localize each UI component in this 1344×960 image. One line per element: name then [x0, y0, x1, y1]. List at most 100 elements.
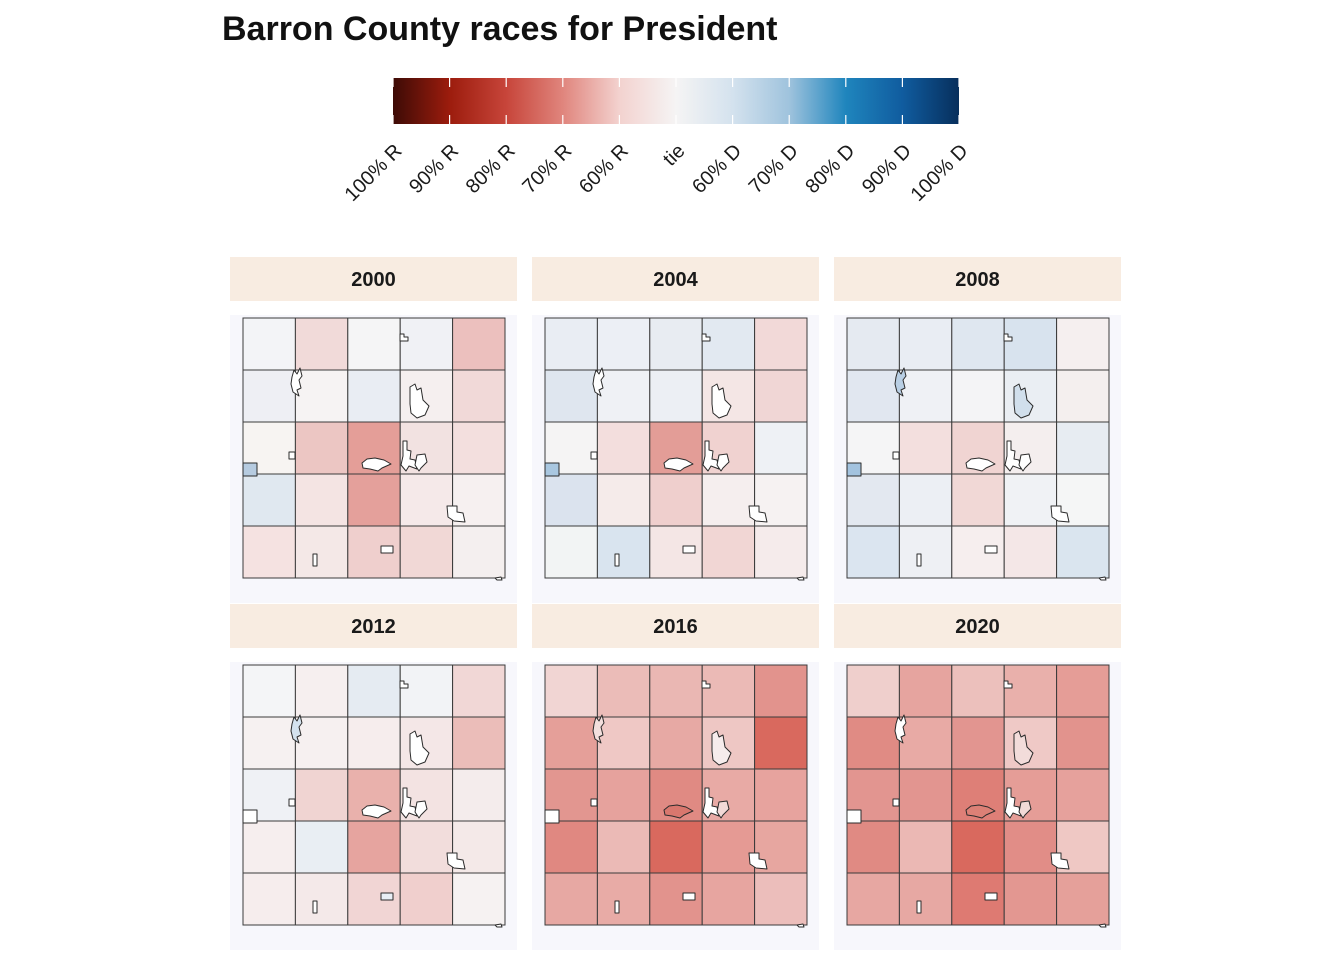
- municipality-tile: [951, 317, 1005, 371]
- town-boundary: [682, 545, 696, 554]
- municipality-tile: [294, 820, 349, 874]
- municipality-tile: [242, 525, 296, 579]
- municipality-tile: [242, 317, 296, 371]
- town-boundary: [414, 800, 428, 819]
- municipality-tile: [452, 525, 506, 579]
- municipality-tile: [544, 369, 598, 423]
- town-boundary: [711, 730, 732, 766]
- municipality-tile: [701, 820, 756, 874]
- map-panel-2016: 2016: [532, 604, 819, 950]
- municipality-tile: [452, 716, 506, 770]
- municipality-tile: [1003, 872, 1058, 926]
- municipality-tile: [242, 820, 296, 874]
- municipality-tile: [649, 317, 703, 371]
- town-boundary: [748, 852, 768, 870]
- municipality-tile: [294, 664, 349, 718]
- municipality-tile: [544, 820, 598, 874]
- municipality-tile: [898, 768, 953, 822]
- municipality-tile: [951, 369, 1005, 423]
- town-boundary: [414, 453, 428, 472]
- municipality-tile: [596, 716, 651, 770]
- municipality-tile: [898, 473, 953, 527]
- municipality-tile: [846, 525, 900, 579]
- municipality-tile: [294, 768, 349, 822]
- municipality-tile: [754, 421, 808, 475]
- municipality-tile: [399, 369, 454, 423]
- municipality-tile: [701, 716, 756, 770]
- town-boundary: [1098, 576, 1107, 581]
- legend-label: 70% D: [745, 140, 803, 198]
- municipality-tile: [1003, 820, 1058, 874]
- legend-label: 100% R: [341, 140, 407, 206]
- town-boundary: [716, 800, 730, 819]
- town-boundary: [1018, 800, 1032, 819]
- municipality-tile: [898, 872, 953, 926]
- town-boundary: [312, 900, 318, 914]
- municipality-tile: [1056, 525, 1110, 579]
- town-boundary: [1013, 383, 1034, 419]
- municipality-tile: [1003, 473, 1058, 527]
- municipality-tile: [544, 664, 598, 718]
- town-boundary: [312, 553, 318, 567]
- municipality-tile: [649, 716, 703, 770]
- town-boundary: [361, 804, 392, 819]
- town-boundary: [399, 333, 409, 342]
- town-boundary: [965, 804, 996, 819]
- municipality-tile: [544, 525, 598, 579]
- municipality-tile: [452, 317, 506, 371]
- municipality-tile: [347, 473, 401, 527]
- town-boundary: [1050, 505, 1070, 523]
- municipality-tile: [294, 317, 349, 371]
- municipality-tile: [544, 317, 598, 371]
- municipality-tile: [596, 473, 651, 527]
- municipality-tile: [951, 820, 1005, 874]
- town-boundary: [242, 809, 258, 824]
- municipality-tile: [294, 421, 349, 475]
- town-boundary: [446, 852, 466, 870]
- municipality-tile: [544, 872, 598, 926]
- town-boundary: [592, 714, 605, 744]
- municipality-tile: [452, 421, 506, 475]
- municipality-tile: [701, 369, 756, 423]
- town-boundary: [984, 545, 998, 554]
- municipality-tile: [399, 716, 454, 770]
- legend-label: 70% R: [518, 140, 576, 198]
- town-boundary: [446, 505, 466, 523]
- municipality-tile: [452, 872, 506, 926]
- municipality-tile: [242, 716, 296, 770]
- municipality-tile: [898, 317, 953, 371]
- town-boundary: [494, 576, 503, 581]
- town-boundary: [663, 804, 694, 819]
- map-panel-2008: 2008: [834, 257, 1121, 603]
- municipality-tile: [347, 317, 401, 371]
- municipality-tile: [649, 369, 703, 423]
- municipality-tile: [846, 317, 900, 371]
- municipality-tile: [1003, 317, 1058, 371]
- town-boundary: [1018, 453, 1032, 472]
- town-boundary: [290, 714, 303, 744]
- county-map-svg: [242, 317, 506, 581]
- town-boundary: [242, 462, 258, 477]
- town-boundary: [1013, 730, 1034, 766]
- municipality-tile: [701, 525, 756, 579]
- municipality-tile: [846, 872, 900, 926]
- town-boundary: [590, 451, 598, 460]
- town-boundary: [409, 730, 430, 766]
- municipality-tile: [951, 664, 1005, 718]
- municipality-tile: [242, 369, 296, 423]
- municipality-tile: [1056, 421, 1110, 475]
- municipality-tile: [1003, 716, 1058, 770]
- municipality-tile: [596, 820, 651, 874]
- municipality-tile: [1056, 664, 1110, 718]
- municipality-tile: [399, 525, 454, 579]
- municipality-tile: [399, 872, 454, 926]
- panel-year-label: 2008: [834, 257, 1121, 301]
- municipality-tile: [649, 664, 703, 718]
- municipality-tile: [951, 716, 1005, 770]
- county-map-svg: [544, 664, 808, 928]
- municipality-tile: [242, 473, 296, 527]
- municipality-tile: [242, 664, 296, 718]
- town-boundary: [409, 383, 430, 419]
- map-panel-2000: 2000: [230, 257, 517, 603]
- municipality-tile: [701, 473, 756, 527]
